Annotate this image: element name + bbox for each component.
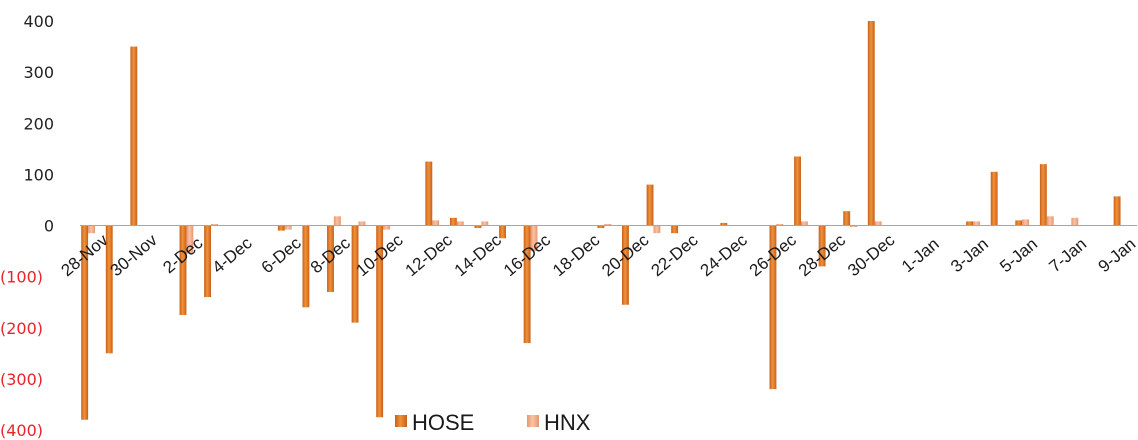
y-tick-label: 200 [23,114,54,133]
bar-hose [990,171,998,226]
y-tick-label: (400) [0,421,43,440]
bar-hnx [1046,216,1054,226]
bar-hnx [530,225,538,252]
bar-hose [499,225,506,239]
bar-hose [769,225,777,390]
x-tick-label: 18-Dec [549,230,604,280]
bar-hose [474,225,482,229]
y-axis-labels: 400 300 200 100 0 (100) (200) (300) (400) [0,12,54,440]
x-tick-label: 30-Nov [107,230,162,280]
bar-hnx [456,221,464,226]
x-tick-label: 3-Jan [947,234,992,276]
bar-hose [1113,196,1121,226]
bar-hnx [653,225,661,234]
bar-hose [130,46,138,226]
bar-hose [81,225,89,420]
bar-hnx [284,225,292,230]
bar-hose [966,221,974,226]
bar-hnx [211,223,218,226]
x-tick-label: 5-Jan [996,234,1041,276]
bar-hose [597,225,605,229]
bar-hose [720,222,728,226]
y-tick-label: 300 [23,63,54,82]
x-tick-label: 7-Jan [1045,234,1090,276]
bar-hnx [88,225,95,234]
bar-hose [1039,164,1047,226]
bar-hose [425,161,433,226]
legend-label-hose: HOSE [412,410,474,435]
bar-hose [302,225,310,308]
bar-hose [671,225,679,234]
bar-hose [449,217,457,226]
x-tick-label: 22-Dec [647,230,702,280]
bar-hnx [1022,219,1030,226]
bar-hnx [1071,217,1079,226]
x-tick-label: 24-Dec [697,230,752,280]
legend-swatch-hnx [527,415,539,427]
bar-hnx [186,225,194,254]
y-tick-label: 400 [23,12,54,31]
x-tick-label: 12-Dec [402,230,457,280]
bar-hnx [432,220,440,226]
bar-hnx [800,221,808,226]
bar-hnx [604,223,612,226]
x-tick-label: 14-Dec [451,230,506,280]
x-tick-label: 9-Jan [1095,234,1138,276]
bar-hnx [850,225,858,228]
bar-hnx [358,221,366,226]
bar-hose [843,211,851,226]
y-tick-label: (100) [0,268,43,287]
bar-hnx [973,221,980,226]
x-tick-label: 4-Dec [209,233,256,277]
bar-hose [1015,220,1023,226]
x-tick-label: 30-Dec [844,230,899,280]
legend-item-hose: HOSE [395,410,474,435]
bar-hose [327,225,334,292]
x-tick-label: 6-Dec [258,233,305,277]
bar-hose [376,225,384,418]
bar-hnx [874,221,882,226]
bars [81,21,1121,420]
bar-hnx [776,223,784,226]
bar-hose [794,156,801,226]
legend-swatch-hose [395,415,407,427]
bar-hose [351,225,359,323]
bar-hnx [333,216,341,226]
bar-hose [523,225,531,344]
y-tick-label: (300) [0,370,43,389]
bar-hose [622,225,629,305]
x-tick-label: 1-Jan [898,234,943,276]
bar-hnx [481,221,489,226]
bar-hnx [383,225,390,230]
bar-hose [818,225,826,267]
legend-item-hnx: HNX [527,410,591,435]
bar-hose [179,225,187,315]
y-tick-label: (200) [0,319,43,338]
bar-hose [277,225,285,231]
bar-hose [204,225,212,298]
bar-hose [867,21,875,226]
bar-hose [646,184,654,226]
y-tick-label: 100 [23,165,54,184]
legend: HOSE HNX [395,410,591,435]
legend-label-hnx: HNX [544,410,591,435]
bar-hose [105,225,113,354]
y-tick-label: 0 [44,217,54,236]
